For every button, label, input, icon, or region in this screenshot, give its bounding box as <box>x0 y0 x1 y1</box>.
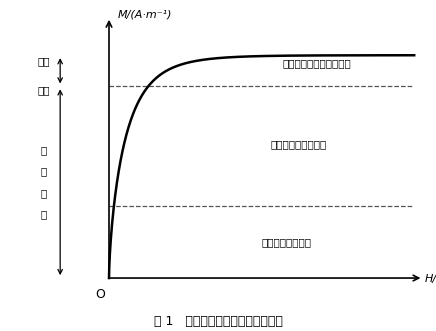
Text: 位: 位 <box>40 166 47 176</box>
Text: 可逆转动与趋近饱和阶段: 可逆转动与趋近饱和阶段 <box>282 59 351 69</box>
Text: M/(A·m⁻¹): M/(A·m⁻¹) <box>118 9 173 19</box>
Text: H/(A·m⁻¹): H/(A·m⁻¹) <box>425 273 436 283</box>
Text: 磁畴: 磁畴 <box>37 56 50 66</box>
Text: 转动: 转动 <box>37 85 50 95</box>
Text: 可逆畴壁位移阶段: 可逆畴壁位移阶段 <box>261 237 311 247</box>
Text: O: O <box>95 288 105 301</box>
Text: 图 1   磁化过程各阶段磁畴结构变化: 图 1 磁化过程各阶段磁畴结构变化 <box>153 315 283 328</box>
Text: 不可逆畴壁位移阶段: 不可逆畴壁位移阶段 <box>270 139 327 149</box>
Text: 移: 移 <box>40 145 47 155</box>
Text: 壁: 壁 <box>40 188 47 198</box>
Text: 畴: 畴 <box>40 210 47 219</box>
